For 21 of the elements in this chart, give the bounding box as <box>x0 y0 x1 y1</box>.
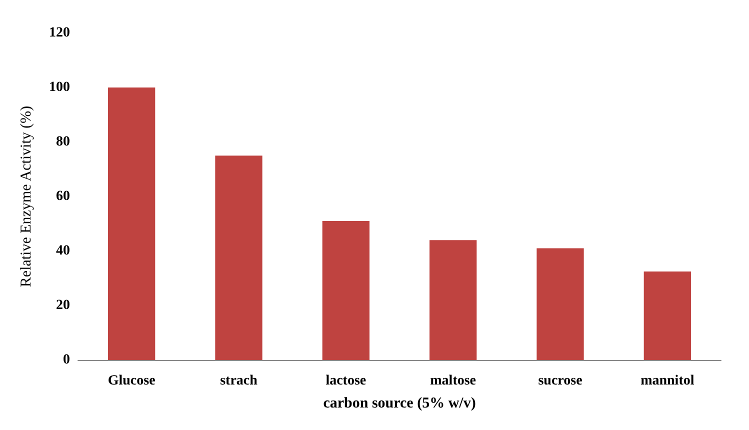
y-tick-label: 0 <box>63 352 70 368</box>
x-tick-label: maltose <box>430 374 476 388</box>
y-tick-label: 80 <box>56 134 70 150</box>
bar <box>644 271 691 360</box>
y-tick-label: 20 <box>56 298 70 313</box>
y-tick-label: 60 <box>56 189 70 204</box>
bar <box>108 88 156 360</box>
x-axis-title: carbon source (5% w/v) <box>323 396 476 412</box>
y-tick-label: 120 <box>49 26 70 40</box>
x-tick-label: mannitol <box>640 374 694 388</box>
bar <box>322 221 370 360</box>
bar <box>430 240 477 360</box>
y-tick-label: 40 <box>56 244 70 258</box>
x-tick-label: sucrose <box>538 374 582 388</box>
y-axis-title: Relative Enzyme Activity (%) <box>18 106 34 288</box>
x-tick-label: lactose <box>326 374 366 388</box>
bar <box>536 248 584 360</box>
y-tick-label: 100 <box>49 80 70 95</box>
bar <box>215 156 262 360</box>
x-tick-label: Glucose <box>108 374 156 388</box>
x-tick-label: strach <box>220 374 258 388</box>
